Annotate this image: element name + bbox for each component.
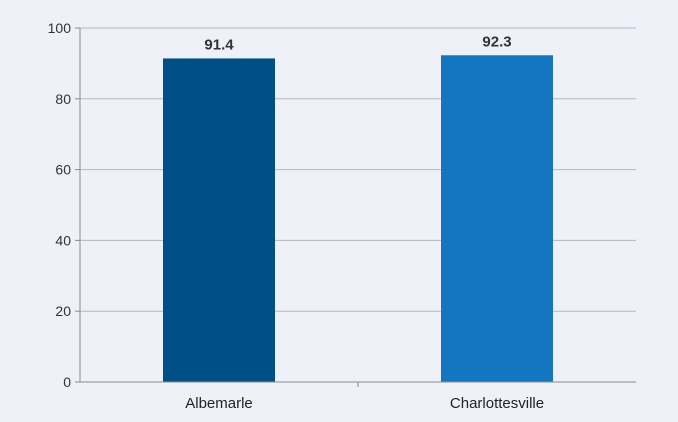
y-tick-label: 40 — [55, 232, 71, 248]
y-tick-label: 80 — [55, 91, 71, 107]
x-category-label: Charlottesville — [450, 395, 544, 412]
y-tick-label: 60 — [55, 162, 71, 178]
bar — [441, 55, 553, 383]
y-tick-label: 0 — [63, 374, 71, 390]
bar — [163, 58, 275, 382]
data-label: 92.3 — [482, 33, 511, 50]
bars — [163, 55, 553, 383]
y-tick-label: 100 — [48, 20, 72, 36]
x-category-label: Albemarle — [185, 395, 253, 412]
axes — [75, 27, 636, 387]
y-tick-label: 20 — [55, 303, 71, 319]
data-label: 91.4 — [204, 36, 234, 53]
labels: 0 20 40 60 80 100 91.4 Albemarle 92.3 Charlottesv… — [48, 20, 544, 412]
